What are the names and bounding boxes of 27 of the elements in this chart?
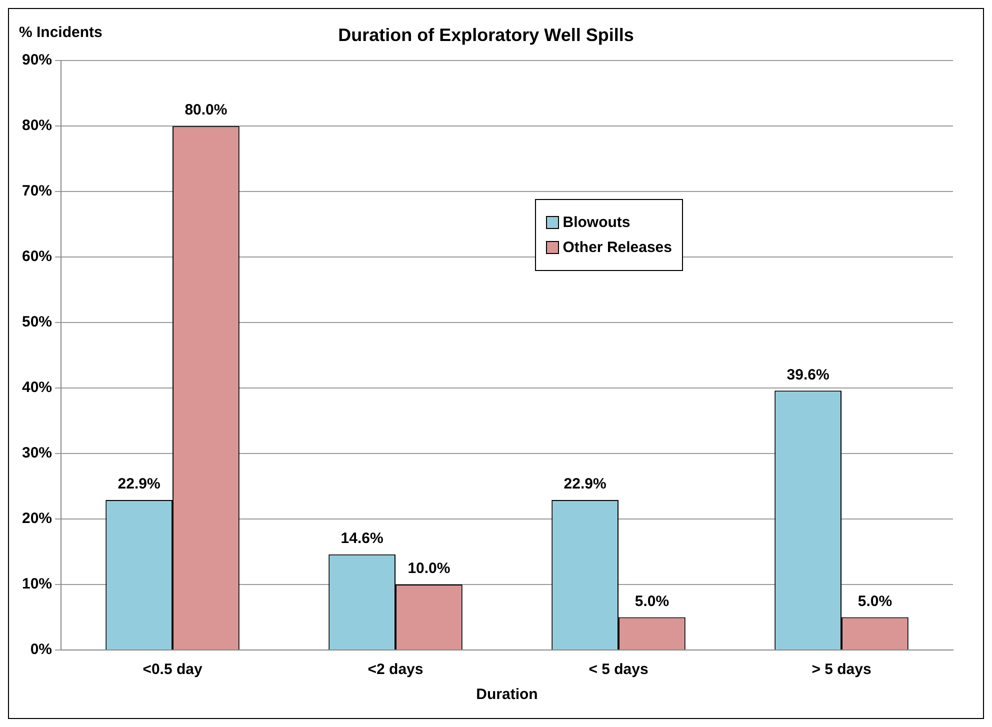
y-tick-label: 0% <box>30 641 52 658</box>
y-tick-label: 80% <box>22 117 52 134</box>
x-axis-title: Duration <box>476 686 538 704</box>
y-tick-label: 20% <box>22 510 52 528</box>
legend-label: Other Releases <box>562 239 672 256</box>
y-tick-label: 60% <box>22 248 52 266</box>
x-tick-label: < 5 days <box>588 661 648 678</box>
y-tick-label: 40% <box>22 379 52 396</box>
x-tick-label: <2 days <box>368 661 424 678</box>
y-tick-label: 90% <box>22 52 52 69</box>
data-label: 5.0% <box>858 592 892 610</box>
data-label: 22.9% <box>564 476 606 493</box>
data-label: 80.0% <box>184 102 228 119</box>
y-tick-label: 10% <box>22 576 52 593</box>
y-axis-title: % Incidents <box>19 24 102 42</box>
data-label: 22.9% <box>118 476 160 493</box>
data-label: 39.6% <box>786 366 830 384</box>
data-label: 5.0% <box>634 592 670 610</box>
data-label: 14.6% <box>340 530 384 548</box>
y-tick-label: 30% <box>22 444 52 462</box>
chart-title: Duration of Exploratory Well Spills <box>338 24 634 45</box>
y-tick-label: 70% <box>22 182 52 200</box>
legend-label: Blowouts <box>562 214 630 231</box>
data-label: 10.0% <box>408 560 450 578</box>
x-tick-label: <0.5 day <box>142 661 203 678</box>
x-tick-label: > 5 days <box>812 661 872 678</box>
y-tick-label: 50% <box>22 314 52 331</box>
